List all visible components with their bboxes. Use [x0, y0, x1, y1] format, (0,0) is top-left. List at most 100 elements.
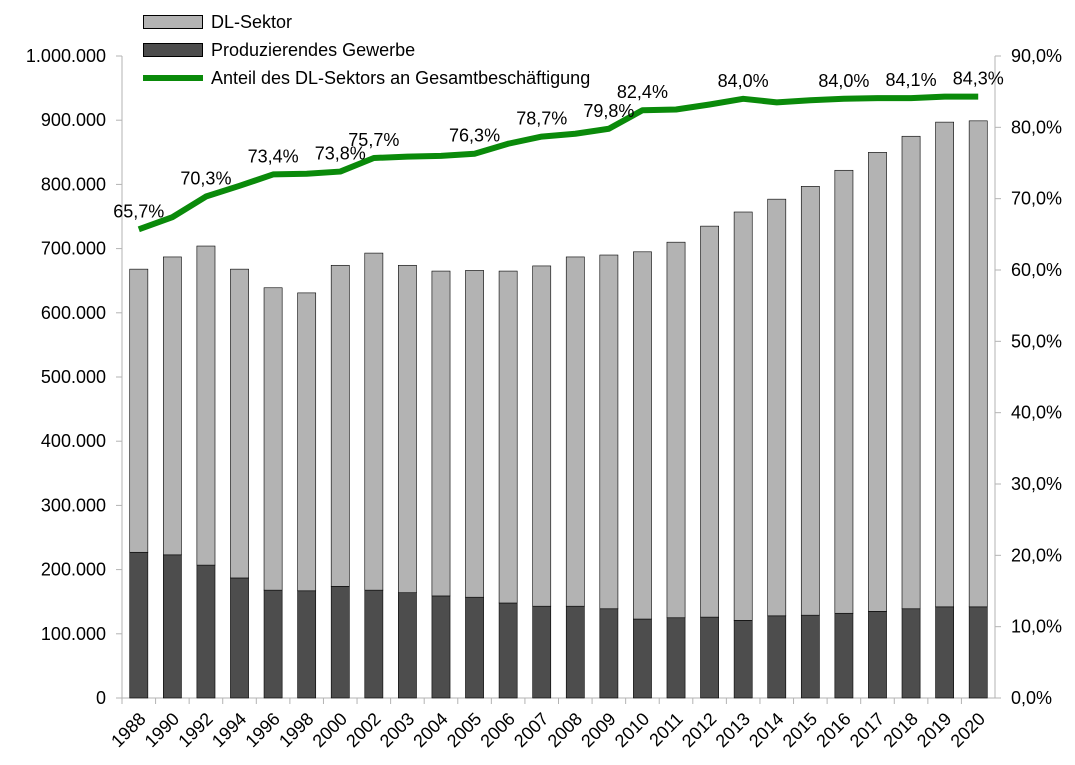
bar	[733, 211, 753, 621]
y2-tick-label: 50,0%	[1011, 331, 1062, 351]
legend-item: Produzierendes Gewerbe	[143, 38, 631, 62]
bar	[868, 611, 887, 699]
bar	[968, 606, 988, 699]
bar	[868, 152, 887, 612]
data-label: 78,7%	[516, 109, 567, 129]
legend-swatch	[143, 75, 203, 81]
x-tick-label: 1994	[208, 709, 250, 751]
bar	[565, 256, 585, 607]
y2-tick-label: 80,0%	[1011, 117, 1062, 137]
data-label: 84,0%	[718, 71, 769, 91]
bar	[834, 169, 854, 614]
bar	[599, 608, 619, 699]
x-tick-label: 2009	[577, 709, 619, 751]
data-label: 65,7%	[113, 201, 164, 221]
bar	[364, 252, 384, 591]
x-tick-label: 2004	[409, 709, 451, 751]
bar	[364, 589, 384, 699]
data-label: 84,0%	[818, 71, 869, 91]
x-tick-label: 2002	[342, 709, 384, 751]
bar	[297, 590, 317, 699]
bar	[834, 612, 854, 699]
bar	[398, 592, 417, 699]
bar	[431, 595, 451, 699]
bar	[162, 554, 182, 699]
x-tick-label: 1996	[241, 709, 283, 751]
y-tick-label: 400.000	[41, 431, 106, 451]
data-label: 73,4%	[248, 146, 299, 166]
x-tick-label: 2018	[879, 709, 921, 751]
legend-swatch	[143, 15, 203, 29]
bar	[297, 292, 317, 592]
y2-tick-label: 90,0%	[1011, 46, 1062, 66]
legend-label: DL-Sektor	[211, 12, 293, 32]
bar	[498, 270, 518, 604]
bar	[330, 585, 350, 699]
bar	[767, 615, 787, 699]
bar	[465, 596, 484, 699]
bar	[666, 241, 686, 619]
bar	[330, 264, 350, 587]
legend-label: Anteil des DL-Sektors an Gesamtbeschäf­t…	[211, 68, 591, 88]
data-label: 76,3%	[449, 126, 500, 146]
y2-tick-label: 60,0%	[1011, 260, 1062, 280]
y2-tick-label: 10,0%	[1011, 617, 1062, 637]
y2-tick-label: 40,0%	[1011, 403, 1062, 423]
legend-item: DL-Sektor	[143, 10, 631, 34]
bar	[230, 268, 249, 579]
x-tick-label: 2006	[477, 709, 519, 751]
legend-label: Produzierendes Gewerbe	[211, 40, 416, 60]
x-tick-label: 2008	[544, 709, 586, 751]
bar	[599, 254, 619, 610]
x-tick-label: 1992	[174, 709, 216, 751]
bar	[129, 268, 149, 553]
bar	[700, 225, 719, 618]
data-label: 75,7%	[348, 130, 399, 150]
x-tick-label: 1998	[275, 709, 317, 751]
bar	[263, 589, 283, 699]
x-tick-label: 2011	[645, 709, 687, 751]
data-label: 82,4%	[617, 82, 668, 102]
bar	[700, 616, 719, 699]
x-tick-label: 2010	[611, 709, 653, 751]
bar	[633, 251, 652, 620]
y-tick-label: 200.000	[41, 560, 106, 580]
line	[137, 93, 979, 233]
x-tick-label: 1990	[141, 709, 183, 751]
x-tick-label: 2016	[812, 709, 854, 751]
bar	[196, 245, 216, 566]
y-tick-label: 1.000.000	[26, 46, 106, 66]
y-tick-label: 800.000	[41, 174, 106, 194]
bar	[565, 605, 585, 699]
bar	[633, 618, 652, 699]
legend-swatch	[143, 43, 203, 57]
data-label: 84,1%	[886, 70, 937, 90]
bar	[666, 617, 686, 699]
bar	[162, 256, 182, 556]
bar	[968, 120, 988, 608]
y2-tick-label: 30,0%	[1011, 474, 1062, 494]
bar	[901, 135, 921, 610]
x-tick-label: 2017	[846, 709, 888, 751]
x-tick-label: 2000	[309, 709, 351, 751]
y-tick-label: 0	[96, 688, 106, 708]
bar	[532, 605, 552, 699]
data-label: 70,3%	[180, 169, 231, 189]
bar	[935, 606, 955, 699]
bar	[398, 264, 417, 594]
bar	[767, 198, 787, 617]
bar	[733, 620, 753, 699]
data-label: 73,8%	[315, 144, 366, 164]
y2-tick-label: 20,0%	[1011, 545, 1062, 565]
y-tick-label: 100.000	[41, 624, 106, 644]
y2-tick-label: 70,0%	[1011, 189, 1062, 209]
legend-item: Anteil des DL-Sektors an Gesamtbeschäf­t…	[143, 66, 631, 90]
bar	[465, 270, 484, 598]
y-tick-label: 900.000	[41, 110, 106, 130]
y2-tick-label: 0,0%	[1011, 688, 1052, 708]
x-tick-label: 2013	[712, 709, 754, 751]
bar	[498, 602, 518, 699]
x-tick-label: 2020	[947, 709, 989, 751]
